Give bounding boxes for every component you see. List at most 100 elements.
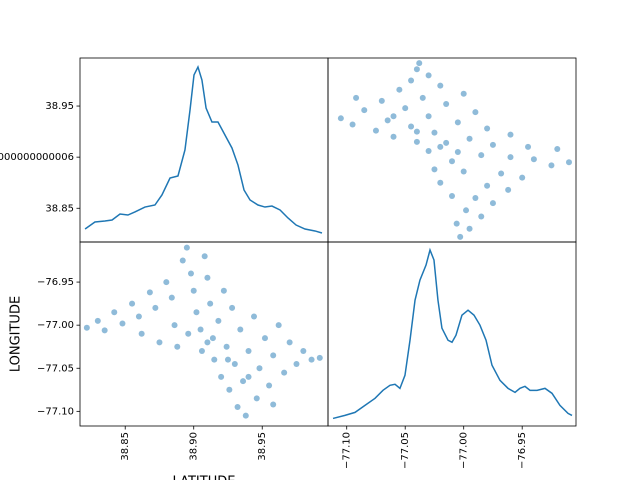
scatter-point (146, 289, 153, 296)
scatter-point (413, 138, 420, 145)
kde-line (84, 64, 323, 234)
scatter-point (204, 274, 211, 281)
scatter-point (416, 60, 423, 67)
scatter-point (316, 354, 323, 361)
scatter-point (256, 365, 263, 372)
scatter-point (226, 386, 233, 393)
scatter-point (425, 72, 432, 79)
scatter-point (201, 253, 208, 260)
scatter-point (525, 143, 532, 150)
scatter-point (378, 97, 385, 104)
scatter-point (548, 162, 555, 169)
scatter-point (353, 94, 360, 101)
scatter-point (431, 129, 438, 136)
y-tick-label: 38.95 (45, 101, 74, 112)
scatter-point (361, 107, 368, 114)
scatter-point (507, 154, 514, 161)
scatter-point (463, 207, 470, 214)
scatter-point (220, 287, 227, 294)
scatter-point (454, 119, 461, 126)
scatter-point (179, 257, 186, 264)
scatter-point (234, 404, 241, 411)
scatter-point (286, 339, 293, 346)
scatter-point (129, 300, 136, 307)
scatter-point (484, 182, 491, 189)
scatter-point (565, 159, 572, 166)
scatter-point (209, 335, 216, 342)
axes-frame (327, 241, 577, 427)
scatter-point (443, 139, 450, 146)
scatter-point (101, 327, 108, 334)
scatter-point (240, 378, 247, 385)
scatter-point (152, 304, 159, 311)
scatter-point (171, 322, 178, 329)
scatter-point (449, 193, 455, 199)
scatter-point (443, 101, 450, 107)
scatter-point (198, 348, 205, 355)
scatter-point (453, 220, 460, 227)
scatter-point (498, 170, 505, 177)
scatter-point (554, 145, 561, 152)
scatter-point (223, 343, 230, 350)
scatter-point (197, 326, 204, 333)
scatter-point (457, 233, 464, 240)
scatter-point (466, 225, 473, 232)
y-tick-label: 38.900000000000006 (0, 152, 74, 163)
scatter-point (185, 330, 192, 337)
scatter-point (270, 401, 277, 408)
y-tick-label: −77.10 (37, 406, 74, 417)
y-axis-label: LONGITUDE (9, 296, 24, 372)
scatter-point (135, 313, 142, 320)
scatter-point (454, 149, 461, 156)
scatter-point (437, 82, 444, 89)
scatter-point (111, 309, 118, 316)
scatter-point (466, 135, 473, 142)
scatter-point (187, 270, 194, 277)
scatter-point (507, 131, 514, 138)
scatter-point (237, 326, 244, 333)
scatter-point (281, 369, 288, 376)
scatter-point (489, 200, 496, 207)
scatter-point (472, 109, 479, 116)
scatter-point (229, 304, 236, 311)
x-tick-label: 38.90 (189, 432, 200, 461)
y-tick-label: −76.95 (37, 277, 74, 288)
scatter-point (437, 179, 444, 186)
scatter-point (530, 156, 537, 163)
scatter-point (484, 125, 491, 132)
scatter-point (266, 382, 273, 389)
scatter-point (437, 143, 444, 150)
scatter-point (402, 105, 409, 112)
scatter-point (519, 174, 526, 181)
scatter-point (174, 343, 181, 350)
x-tick-label: −76.95 (517, 432, 528, 469)
scatter-point (261, 335, 268, 342)
scatter-point (431, 166, 438, 173)
scatter-point (489, 141, 496, 148)
axes-frame (79, 57, 329, 243)
scatter-point (156, 339, 163, 346)
scatter-point (183, 244, 190, 251)
x-tick-label: −77.05 (400, 432, 411, 469)
scatter-point (505, 186, 512, 193)
scatter-point (349, 121, 356, 128)
scatter-point (413, 66, 420, 73)
scatter-point (253, 395, 260, 402)
x-tick-label: 38.95 (257, 432, 268, 461)
scatter-point (94, 317, 101, 324)
scatter-point (308, 356, 315, 363)
kde-line (332, 247, 573, 420)
scatter-point (138, 330, 145, 337)
scatter-point (390, 113, 397, 120)
scatter-point (396, 86, 403, 93)
scatter-point (119, 320, 126, 327)
scatter-point (460, 168, 467, 175)
scatter-point (478, 152, 485, 159)
scatter-point (193, 309, 200, 316)
scatter-point (207, 300, 214, 307)
scatter-point (408, 77, 415, 84)
scatter-point (245, 348, 252, 355)
scatter-point (337, 115, 344, 122)
x-axis-label: LATITUDE (173, 475, 236, 480)
